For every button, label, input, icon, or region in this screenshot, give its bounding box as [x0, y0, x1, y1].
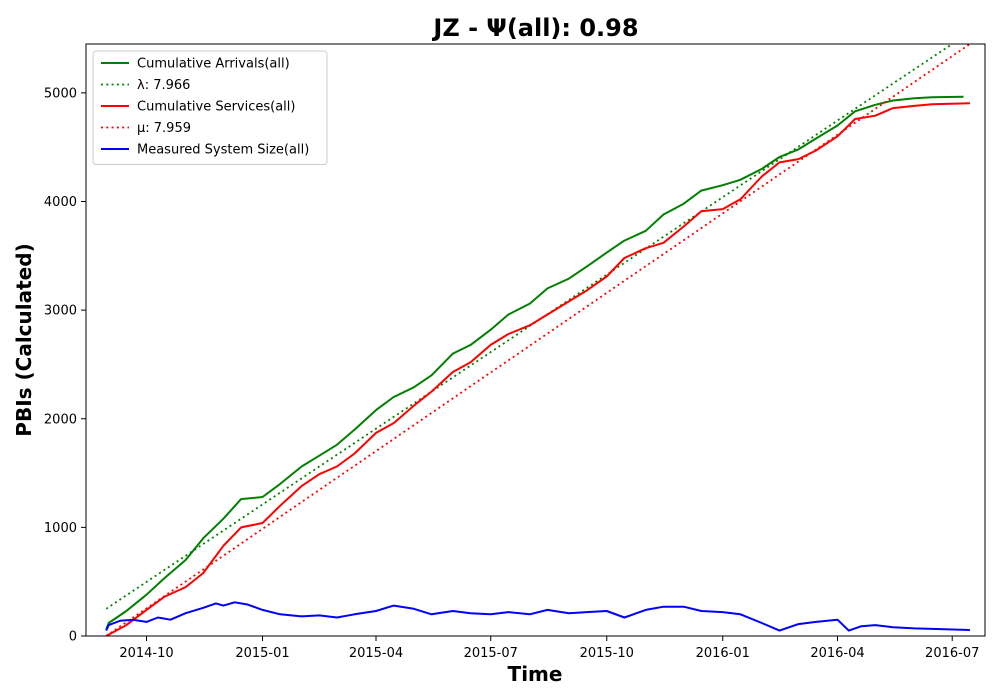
x-tick-label: 2016-01 [696, 646, 750, 661]
x-axis-label: Time [508, 662, 563, 686]
y-tick-label: 3000 [44, 304, 77, 319]
x-tick-label: 2016-04 [810, 646, 864, 661]
x-tick-label: 2015-07 [464, 646, 518, 661]
x-axis-ticks: 2014-10 2015-01 2015-04 2015-07 2015-10 2016-… [119, 636, 979, 661]
x-tick-label: 2014-10 [119, 646, 173, 661]
y-axis-label: PBIs (Calculated) [12, 243, 36, 436]
x-tick-label: 2015-10 [580, 646, 634, 661]
y-tick-label: 5000 [44, 86, 77, 101]
plot-lines [105, 44, 971, 636]
series-line-5 [105, 601, 970, 632]
y-tick-label: 1000 [44, 521, 77, 536]
legend-box [92, 50, 328, 165]
y-tick-label: 2000 [44, 412, 77, 427]
series-line-3 [105, 102, 970, 636]
legend-label: Cumulative Services(all) [137, 100, 295, 115]
x-tick-label: 2015-04 [349, 646, 403, 661]
y-tick-label: 4000 [44, 195, 77, 210]
chart-title: JZ - Ψ(all): 0.98 [431, 14, 638, 42]
series-line-1 [105, 95, 964, 630]
y-tick-label: 0 [69, 630, 77, 645]
plot-frame [85, 43, 986, 637]
legend: Cumulative Arrivals(all) λ: 7.966 Cumulati… [92, 50, 328, 165]
y-axis-ticks: 0 1000 2000 3000 4000 5000 [44, 86, 86, 645]
legend-label: λ: 7.966 [137, 78, 190, 93]
x-tick-label: 2015-01 [235, 646, 289, 661]
x-tick-label: 2016-07 [925, 646, 979, 661]
legend-label: Cumulative Arrivals(all) [137, 57, 290, 72]
legend-label: μ: 7.959 [137, 121, 191, 136]
legend-label: Measured System Size(all) [137, 143, 309, 158]
